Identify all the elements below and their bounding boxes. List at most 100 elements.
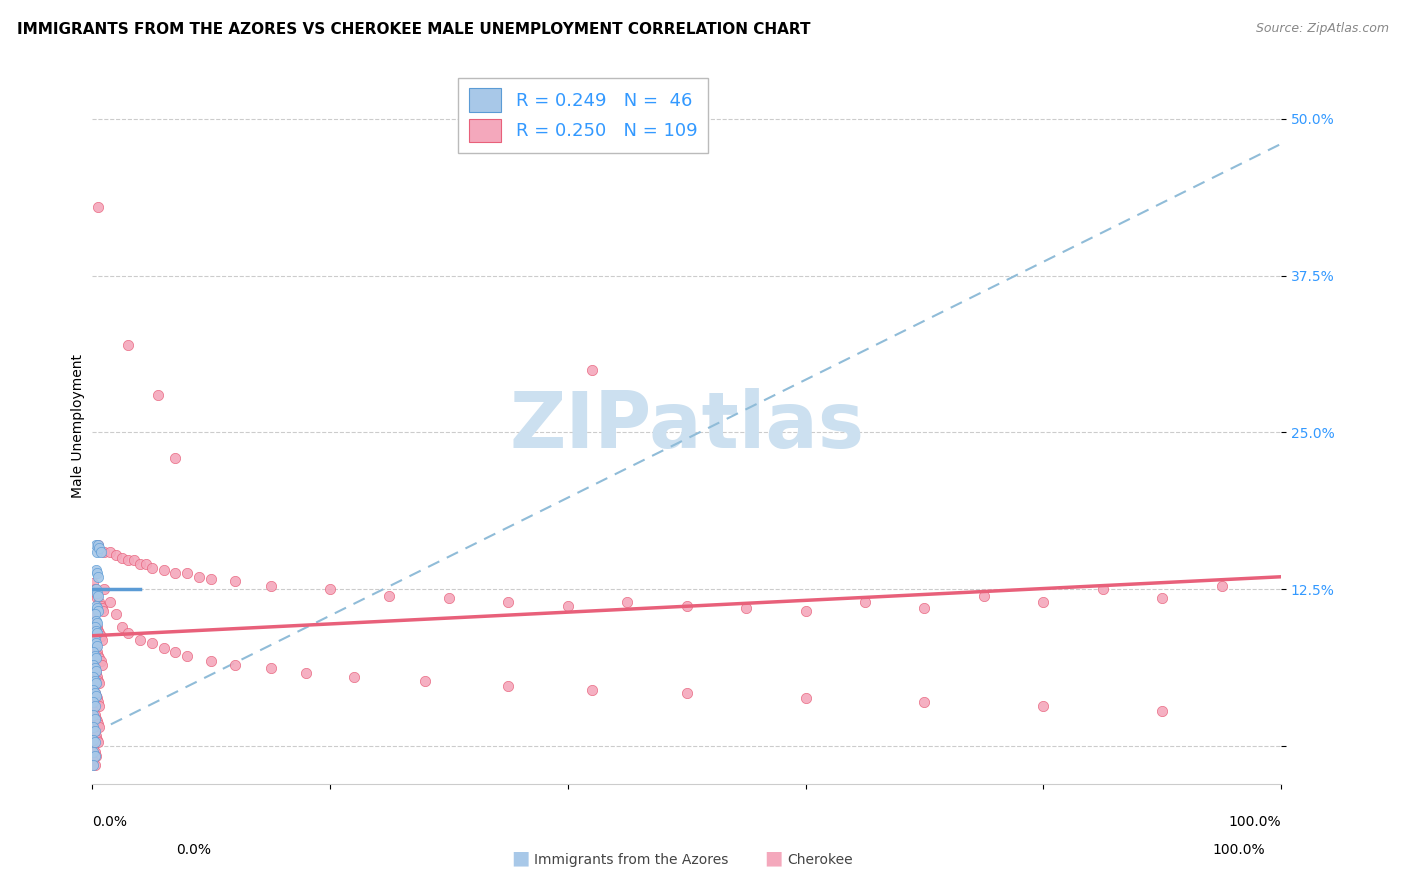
Point	[82, 704, 104, 718]
Point	[82, 682, 104, 697]
Point	[90, 657, 112, 672]
Point	[1211, 578, 1233, 592]
Point	[84, 712, 107, 726]
Point	[498, 595, 520, 609]
Point	[82, 607, 104, 622]
Point	[86, 586, 108, 600]
Point	[86, 591, 108, 606]
Point	[83, 639, 105, 653]
Point	[83, 661, 105, 675]
Point	[89, 599, 111, 613]
Point	[84, 599, 107, 613]
Point	[84, 538, 107, 552]
Point	[87, 538, 110, 552]
Point	[1152, 591, 1174, 606]
Point	[86, 616, 108, 631]
Point	[914, 695, 936, 709]
Point	[141, 636, 163, 650]
Point	[176, 648, 198, 663]
Point	[82, 661, 104, 675]
Point	[82, 707, 104, 722]
Point	[86, 620, 108, 634]
Point	[89, 651, 111, 665]
Point	[82, 732, 104, 747]
Point	[86, 732, 108, 747]
Point	[86, 566, 108, 580]
Point	[152, 641, 174, 656]
Point	[141, 561, 163, 575]
Point	[84, 582, 107, 597]
Point	[111, 620, 134, 634]
Point	[93, 582, 115, 597]
Point	[84, 636, 107, 650]
Text: IMMIGRANTS FROM THE AZORES VS CHEROKEE MALE UNEMPLOYMENT CORRELATION CHART: IMMIGRANTS FROM THE AZORES VS CHEROKEE M…	[17, 22, 810, 37]
Point	[176, 566, 198, 580]
Point	[616, 595, 638, 609]
Point	[84, 689, 107, 703]
Point	[82, 636, 104, 650]
Point	[83, 582, 105, 597]
Point	[83, 735, 105, 749]
Point	[84, 614, 107, 628]
Point	[87, 538, 110, 552]
Point	[82, 724, 104, 739]
Point	[83, 686, 105, 700]
Point	[83, 698, 105, 713]
Point	[89, 629, 111, 643]
Point	[735, 601, 758, 615]
Point	[87, 624, 110, 638]
Point	[82, 670, 104, 684]
Point	[89, 720, 111, 734]
Point	[675, 686, 697, 700]
Point	[83, 758, 105, 772]
Point	[1091, 582, 1114, 597]
Legend: R = 0.249   N =  46, R = 0.250   N = 109: R = 0.249 N = 46, R = 0.250 N = 109	[458, 78, 709, 153]
Point	[87, 648, 110, 663]
Point	[152, 564, 174, 578]
Point	[86, 639, 108, 653]
Point	[319, 582, 342, 597]
Point	[87, 716, 110, 731]
Point	[89, 676, 111, 690]
Point	[224, 657, 246, 672]
Point	[224, 574, 246, 588]
Point	[1032, 595, 1054, 609]
Point	[165, 566, 187, 580]
Point	[122, 553, 145, 567]
Text: ■: ■	[763, 848, 783, 867]
Point	[84, 651, 107, 665]
Point	[83, 648, 105, 663]
Point	[104, 607, 127, 622]
Point	[117, 626, 139, 640]
Point	[91, 604, 114, 618]
Text: 100.0%: 100.0%	[1213, 843, 1265, 857]
Point	[188, 570, 211, 584]
Point	[86, 601, 108, 615]
Point	[581, 362, 603, 376]
Point	[86, 544, 108, 558]
Point	[413, 673, 436, 688]
Point	[794, 691, 817, 706]
Point	[87, 695, 110, 709]
Point	[84, 641, 107, 656]
Point	[378, 589, 401, 603]
Point	[83, 620, 105, 634]
Text: ZIPatlas: ZIPatlas	[509, 388, 865, 464]
Point	[83, 614, 105, 628]
Point	[146, 388, 169, 402]
Text: Cherokee: Cherokee	[787, 853, 853, 867]
Point	[83, 726, 105, 740]
Point	[82, 758, 104, 772]
Point	[89, 698, 111, 713]
Point	[89, 626, 111, 640]
Point	[83, 664, 105, 678]
Point	[973, 589, 995, 603]
Point	[87, 604, 110, 618]
Point	[200, 654, 222, 668]
Text: 0.0%: 0.0%	[176, 843, 211, 857]
Point	[84, 676, 107, 690]
Point	[87, 673, 110, 688]
Point	[1152, 704, 1174, 718]
Point	[83, 607, 105, 622]
Point	[98, 595, 121, 609]
